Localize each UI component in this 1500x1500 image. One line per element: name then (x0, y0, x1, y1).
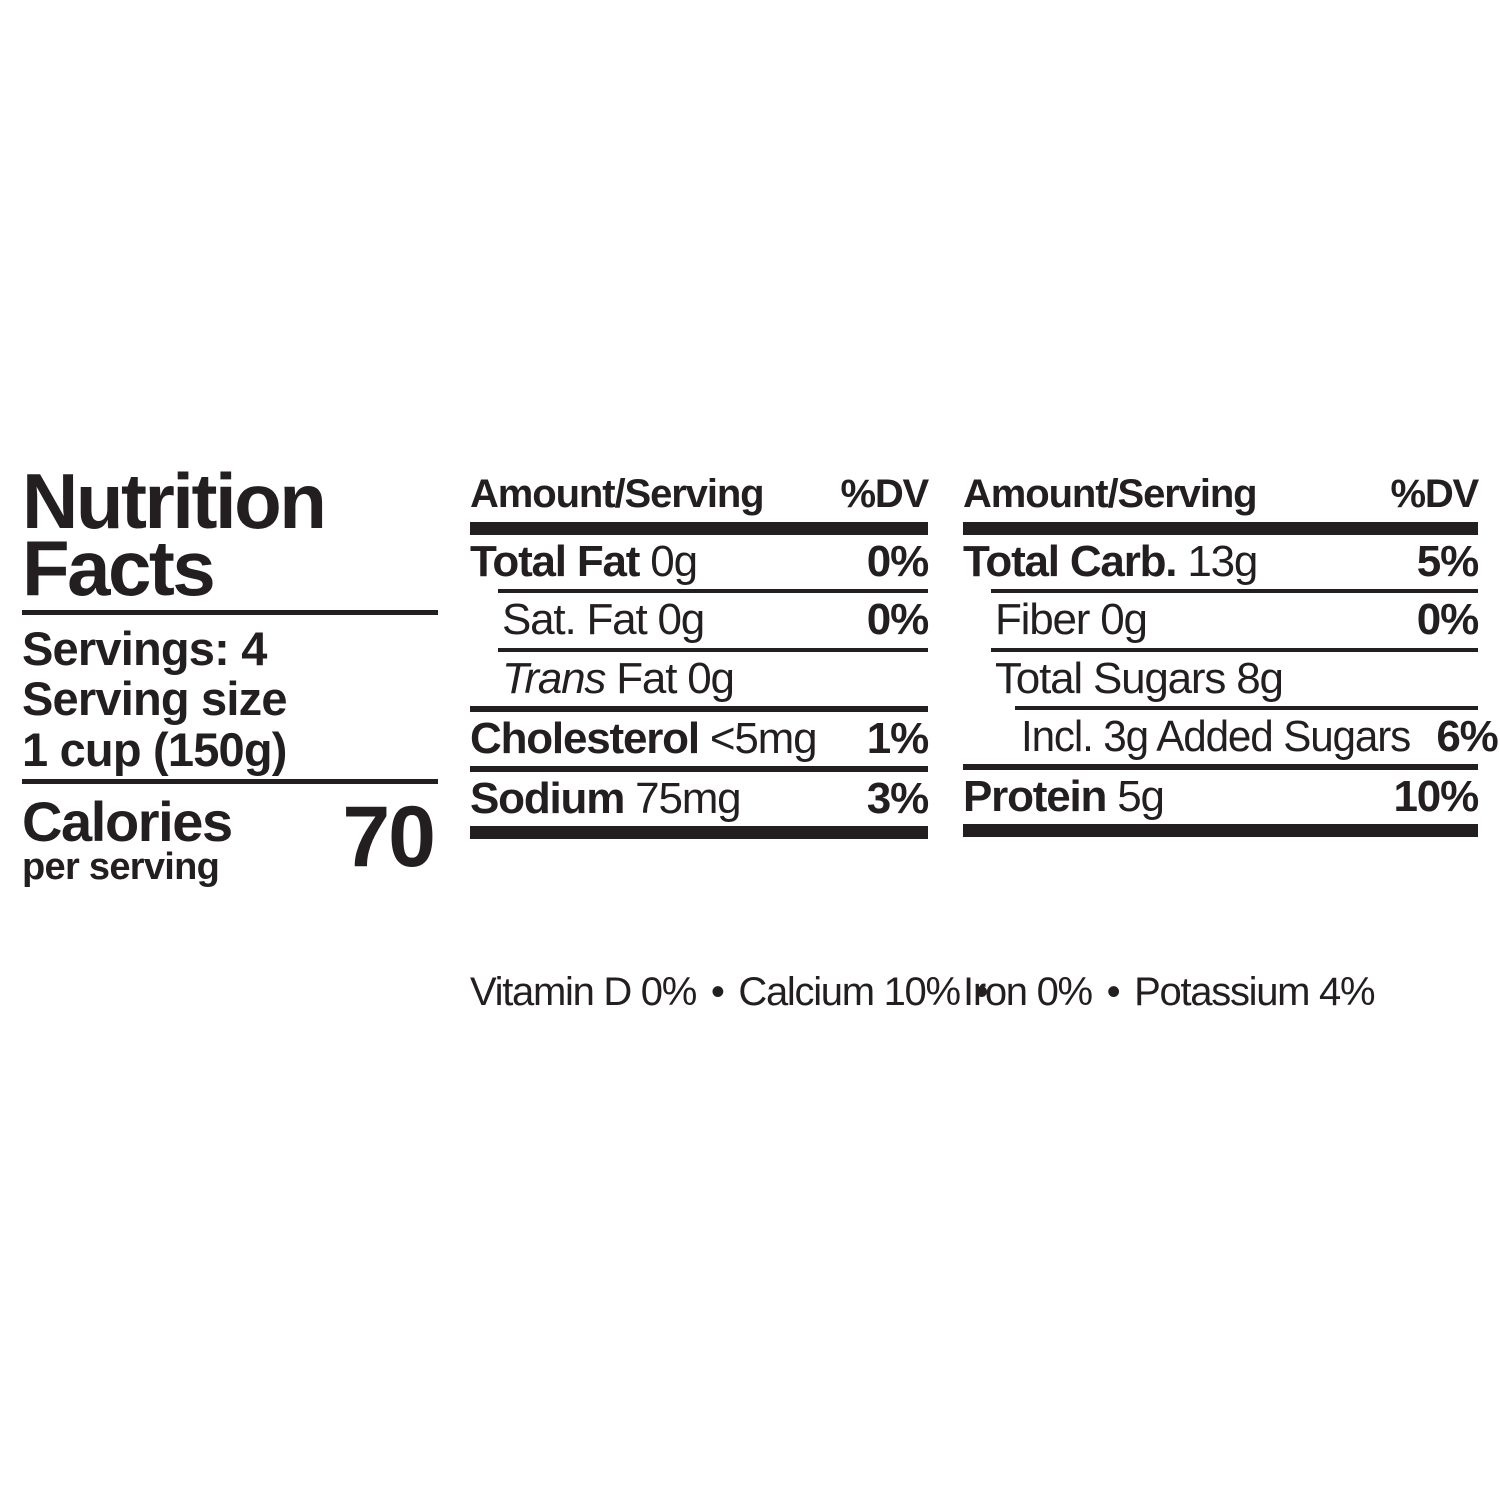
nutrient-amount: 75mg (635, 774, 741, 824)
micronutrient-vitamin-d-label: Vitamin D (470, 970, 632, 1014)
divider-footer-right (963, 824, 1478, 838)
dv-protein: 10% (1393, 772, 1480, 822)
serving-size-value: 1 cup (150g) (22, 722, 287, 776)
dv-sodium: 3% (866, 774, 929, 824)
bullet-separator-icon: • (974, 970, 989, 1014)
nutrient-sodium: Sodium 75mg (470, 774, 742, 824)
nutrient-added-sugars: Incl. 3g Added Sugars (1021, 711, 1411, 761)
nutrient-name: Sat. Fat (502, 595, 648, 645)
calories-value: 70 (342, 789, 436, 885)
nutrient-total-fat: Total Fat 0g (470, 537, 698, 586)
micronutrient-calcium-value: 10% (883, 970, 961, 1014)
nutrient-amount: <5mg (709, 713, 818, 763)
micronutrient-iron-label: Iron (963, 970, 1028, 1014)
nutrient-name-italic: Trans (502, 653, 606, 703)
nutrient-name: Total Carb. (963, 537, 1178, 586)
table-row: Trans Fat 0g (470, 652, 928, 706)
amount-per-serving-header: Amount/Serving (963, 472, 1258, 516)
divider-row-cholesterol (470, 705, 928, 712)
table-row: Protein 5g 10% (963, 770, 1480, 824)
divider-row-sodium (470, 766, 928, 773)
divider-row-trans-fat (498, 647, 928, 652)
divider-header-left (470, 522, 928, 535)
micronutrient-row-right: Iron 0% • Potassium 4% (963, 962, 1376, 1014)
dv-saturated-fat: 0% (866, 595, 929, 645)
nutrient-amount: 0g (650, 537, 698, 586)
table-row: Sat. Fat 0g 0% (470, 593, 929, 647)
nutrient-amount: 8g (1236, 653, 1284, 703)
table-row: Total Fat 0g 0% (470, 535, 929, 589)
nutrient-name: Protein (963, 772, 1107, 822)
nutrient-total-sugars: Total Sugars 8g (995, 653, 1284, 703)
nutrient-name: Total Fat (470, 537, 640, 586)
divider-footer-left (470, 826, 928, 840)
nutrient-column-right: Amount/Serving %DV Total Carb. 13g 5% Fi… (963, 472, 1499, 838)
micronutrient-potassium-value: 4% (1319, 970, 1376, 1014)
nutrient-column-left: Amount/Serving %DV Total Fat 0g 0% Sat. … (470, 472, 929, 840)
divider-row-total-sugars (991, 647, 1478, 652)
servings-block: Servings: 4 Serving size 1 cup (150g) (22, 615, 438, 779)
dv-added-sugars: 6% (1436, 711, 1498, 761)
percent-dv-header: %DV (840, 472, 929, 516)
divider-row-added-sugars (1015, 705, 1478, 710)
micronutrient-row-left: Vitamin D 0% • Calcium 10% • (470, 962, 992, 1014)
nutrient-name: Fat (616, 653, 677, 703)
column-header-right: Amount/Serving %DV (963, 472, 1479, 522)
dv-cholesterol: 1% (866, 713, 929, 763)
calories-block: Calories per serving 70 (22, 784, 438, 888)
table-row: Fiber 0g 0% (963, 593, 1479, 647)
table-row: Sodium 75mg 3% (470, 772, 929, 826)
divider-row-protein (963, 764, 1478, 771)
dv-total-carbohydrate: 5% (1416, 537, 1479, 586)
divider-header-right (963, 522, 1478, 535)
servings-per-container: Servings: 4 (22, 622, 267, 676)
percent-dv-header: %DV (1390, 472, 1479, 516)
micronutrient-vitamin-d-value: 0% (640, 970, 698, 1014)
nutrient-amount: 0g (687, 653, 735, 703)
nutrient-name: Cholesterol (470, 713, 700, 763)
nutrient-total-carbohydrate: Total Carb. 13g (963, 537, 1258, 586)
micronutrient-calcium-label: Calcium (738, 970, 875, 1014)
nutrient-protein: Protein 5g (963, 772, 1165, 822)
table-row: Total Carb. 13g 5% (963, 535, 1479, 589)
nutrient-name: Total Sugars (995, 653, 1226, 703)
nutrient-cholesterol: Cholesterol <5mg (470, 713, 818, 763)
label-left-panel: Nutrition Facts Servings: 4 Serving size… (22, 457, 438, 888)
divider-under-servings (22, 779, 438, 784)
nutrient-amount: 0g (1100, 595, 1148, 645)
nutrient-name: Sodium (470, 774, 625, 824)
nutrient-saturated-fat: Sat. Fat 0g (502, 595, 706, 645)
dv-total-fat: 0% (866, 537, 929, 586)
nutrient-name: Fiber (995, 595, 1090, 645)
nutrient-amount: 13g (1187, 537, 1258, 586)
nutrient-trans-fat: Trans Fat 0g (502, 653, 735, 703)
divider-under-title (22, 610, 438, 616)
divider-row-sat-fat (498, 589, 928, 594)
nutrient-amount: 5g (1117, 772, 1165, 822)
micronutrient-iron-value: 0% (1036, 970, 1094, 1014)
column-header-left: Amount/Serving %DV (470, 472, 929, 522)
amount-per-serving-header: Amount/Serving (470, 472, 765, 516)
table-row: Cholesterol <5mg 1% (470, 712, 929, 766)
divider-row-fiber (991, 589, 1478, 594)
table-row: Total Sugars 8g (963, 652, 1478, 706)
micronutrient-potassium-label: Potassium (1134, 970, 1310, 1014)
nutrient-amount: 0g (657, 595, 706, 645)
table-row: Incl. 3g Added Sugars 6% (963, 710, 1499, 764)
page-title: Nutrition Facts (22, 457, 327, 613)
dv-dietary-fiber: 0% (1416, 595, 1479, 645)
bullet-separator-icon: • (1106, 970, 1121, 1014)
serving-size-label: Serving size (22, 672, 288, 726)
calories-sublabel: per serving (22, 846, 220, 888)
calories-text-group: Calories per serving (22, 790, 233, 888)
nutrient-dietary-fiber: Fiber 0g (995, 595, 1148, 645)
bullet-separator-icon: • (710, 970, 725, 1014)
calories-label: Calories (22, 790, 233, 853)
